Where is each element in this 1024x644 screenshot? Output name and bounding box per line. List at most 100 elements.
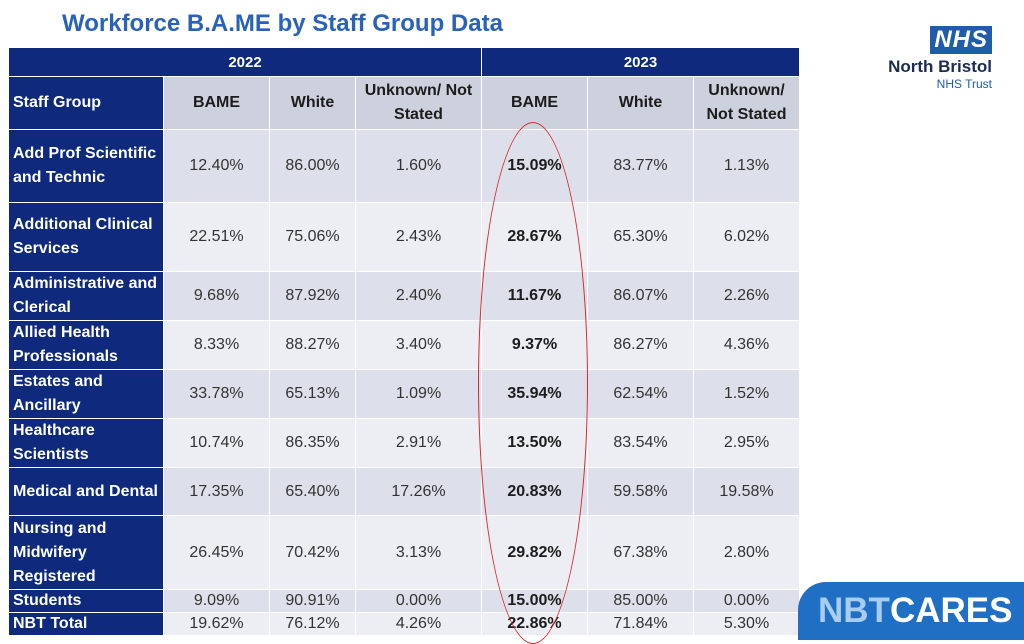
- staff-group-cell: Students: [8, 589, 164, 613]
- nhs-logo-mark: NHS: [930, 26, 992, 54]
- value-cell: 13.50%: [481, 418, 588, 468]
- value-cell: 75.06%: [269, 202, 356, 272]
- value-cell: 29.82%: [481, 515, 588, 590]
- value-cell: 87.92%: [269, 271, 356, 321]
- value-cell: 12.40%: [163, 129, 270, 203]
- staff-group-cell: Healthcare Scientists: [8, 418, 164, 468]
- value-cell: 76.12%: [269, 612, 356, 636]
- value-cell: 35.94%: [481, 369, 588, 419]
- value-cell: 2.95%: [693, 418, 800, 468]
- value-cell: 0.00%: [693, 589, 800, 613]
- staff-group-table: 2022 2023 Staff Group BAME White Unknown…: [8, 47, 800, 636]
- value-cell: 70.42%: [269, 515, 356, 590]
- table-row: Healthcare Scientists 10.74% 86.35% 2.91% 13…: [8, 418, 800, 468]
- nbt-cares-part2: CARES: [889, 591, 1013, 630]
- value-cell: 26.45%: [163, 515, 270, 590]
- value-cell: 19.62%: [163, 612, 270, 636]
- value-cell: 17.35%: [163, 467, 270, 516]
- value-cell: 8.33%: [163, 320, 270, 370]
- table-row: NBT Total 19.62% 76.12% 4.26% 22.86% 71.84% 5.…: [8, 612, 800, 636]
- value-cell: 17.26%: [355, 467, 482, 516]
- staff-group-cell: Add Prof Scientific and Technic: [8, 129, 164, 203]
- table-row: Additional Clinical Services 22.51% 75.06%…: [8, 202, 800, 272]
- value-cell: 4.26%: [355, 612, 482, 636]
- value-cell: 28.67%: [481, 202, 588, 272]
- staff-group-cell: Medical and Dental: [8, 467, 164, 516]
- value-cell: 2.40%: [355, 271, 482, 321]
- value-cell: 1.60%: [355, 129, 482, 203]
- value-cell: 3.40%: [355, 320, 482, 370]
- header-unknown-2023: Unknown/ Not Stated: [693, 76, 800, 130]
- value-cell: 90.91%: [269, 589, 356, 613]
- value-cell: 11.67%: [481, 271, 588, 321]
- value-cell: 10.74%: [163, 418, 270, 468]
- value-cell: 83.54%: [587, 418, 694, 468]
- page-title: Workforce B.A.ME by Staff Group Data: [62, 10, 503, 37]
- value-cell: 2.80%: [693, 515, 800, 590]
- value-cell: 4.36%: [693, 320, 800, 370]
- header-white-2022: White: [269, 76, 356, 130]
- value-cell: 83.77%: [587, 129, 694, 203]
- staff-group-cell: Administrative and Clerical: [8, 271, 164, 321]
- table-row: Students 9.09% 90.91% 0.00% 15.00% 85.00% 0.00…: [8, 589, 800, 613]
- table-row: Allied Health Professionals 8.33% 88.27% 3.…: [8, 320, 800, 370]
- value-cell: 0.00%: [355, 589, 482, 613]
- value-cell: 19.58%: [693, 467, 800, 516]
- value-cell: 65.13%: [269, 369, 356, 419]
- value-cell: 71.84%: [587, 612, 694, 636]
- value-cell: 59.58%: [587, 467, 694, 516]
- table-row: Medical and Dental 17.35% 65.40% 17.26% 20.8…: [8, 467, 800, 516]
- value-cell: 86.27%: [587, 320, 694, 370]
- value-cell: 9.09%: [163, 589, 270, 613]
- column-header-row: Staff Group BAME White Unknown/ Not Stat…: [8, 76, 800, 130]
- year-header-row: 2022 2023: [8, 47, 800, 77]
- nhs-logo: NHS North Bristol NHS Trust: [872, 26, 996, 91]
- value-cell: 65.40%: [269, 467, 356, 516]
- value-cell: 1.13%: [693, 129, 800, 203]
- staff-group-cell: Estates and Ancillary: [8, 369, 164, 419]
- logo-trust-name: NHS Trust: [936, 77, 992, 91]
- header-white-2023: White: [587, 76, 694, 130]
- header-staff-group: Staff Group: [8, 76, 164, 130]
- value-cell: 22.86%: [481, 612, 588, 636]
- header-unknown-2022: Unknown/ Not Stated: [355, 76, 482, 130]
- value-cell: 9.37%: [481, 320, 588, 370]
- value-cell: 86.00%: [269, 129, 356, 203]
- value-cell: 15.09%: [481, 129, 588, 203]
- value-cell: 3.13%: [355, 515, 482, 590]
- value-cell: 20.83%: [481, 467, 588, 516]
- value-cell: 2.43%: [355, 202, 482, 272]
- table-row: Nursing and Midwifery Registered 26.45% 70…: [8, 515, 800, 590]
- value-cell: 88.27%: [269, 320, 356, 370]
- nbt-cares-part1: NBT: [818, 591, 890, 630]
- value-cell: 6.02%: [693, 202, 800, 272]
- staff-group-cell: Nursing and Midwifery Registered: [8, 515, 164, 590]
- value-cell: 62.54%: [587, 369, 694, 419]
- value-cell: 5.30%: [693, 612, 800, 636]
- logo-org-name: North Bristol: [888, 57, 992, 76]
- value-cell: 86.07%: [587, 271, 694, 321]
- value-cell: 65.30%: [587, 202, 694, 272]
- value-cell: 1.52%: [693, 369, 800, 419]
- header-bame-2023: BAME: [481, 76, 588, 130]
- year-header-2023: 2023: [481, 47, 800, 77]
- staff-group-cell: NBT Total: [8, 612, 164, 636]
- value-cell: 22.51%: [163, 202, 270, 272]
- value-cell: 85.00%: [587, 589, 694, 613]
- staff-group-cell: Additional Clinical Services: [8, 202, 164, 272]
- value-cell: 15.00%: [481, 589, 588, 613]
- value-cell: 2.26%: [693, 271, 800, 321]
- value-cell: 86.35%: [269, 418, 356, 468]
- table-row: Add Prof Scientific and Technic 12.40% 86.…: [8, 129, 800, 203]
- nbt-cares-banner: NBTCARES: [798, 582, 1024, 640]
- value-cell: 33.78%: [163, 369, 270, 419]
- table-row: Administrative and Clerical 9.68% 87.92% 2.…: [8, 271, 800, 321]
- value-cell: 1.09%: [355, 369, 482, 419]
- value-cell: 2.91%: [355, 418, 482, 468]
- value-cell: 9.68%: [163, 271, 270, 321]
- header-bame-2022: BAME: [163, 76, 270, 130]
- table-row: Estates and Ancillary 33.78% 65.13% 1.09% 35…: [8, 369, 800, 419]
- nbt-cares-logo: NBTCARES: [818, 591, 1012, 631]
- year-header-2022: 2022: [8, 47, 482, 77]
- staff-group-cell: Allied Health Professionals: [8, 320, 164, 370]
